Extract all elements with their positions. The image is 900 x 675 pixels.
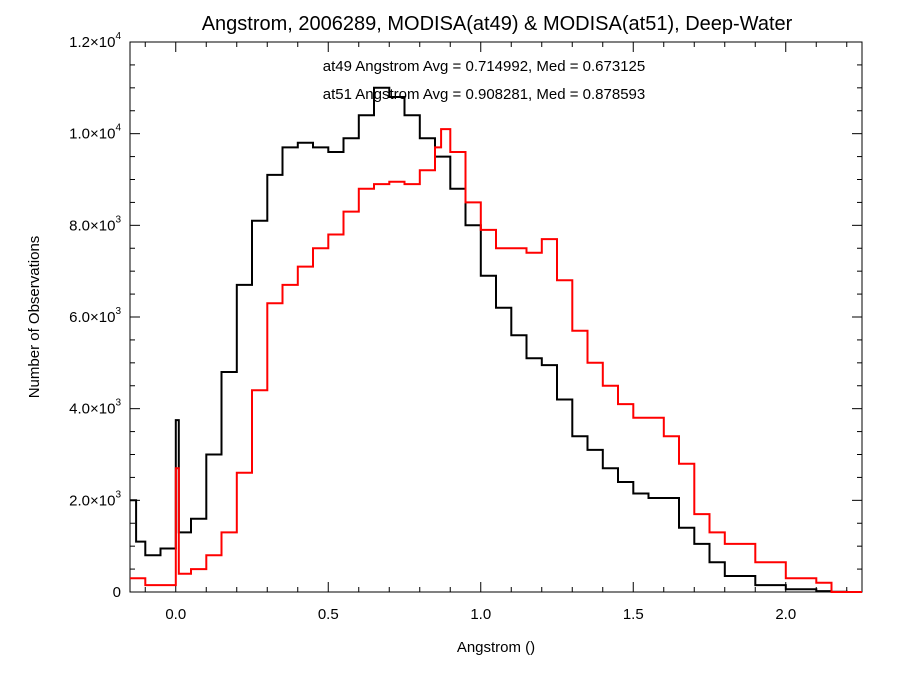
at49-histogram-line xyxy=(130,86,862,593)
y-tick-label: 1.0×104 xyxy=(69,123,121,143)
x-tick-label: 1.0 xyxy=(470,606,491,623)
y-tick-label: 8.0×103 xyxy=(69,214,121,234)
y-tick-label: 6.0×103 xyxy=(69,306,121,326)
x-axis-ticks: 0.0 0.5 1.0 1.5 2.0 xyxy=(144,42,848,623)
x-axis-title: Angstrom () xyxy=(457,639,535,656)
x-tick-label: 2.0 xyxy=(775,606,796,623)
series-layer xyxy=(130,86,862,593)
at51-stats-annotation: at51 Angstrom Avg = 0.908281, Med = 0.87… xyxy=(323,86,645,103)
x-tick-label: 0.5 xyxy=(318,606,339,623)
at49-stats-annotation: at49 Angstrom Avg = 0.714992, Med = 0.67… xyxy=(323,58,645,75)
plot-frame xyxy=(129,41,863,593)
y-axis-title: Number of Observations xyxy=(26,236,43,399)
y-tick-label: 2.0×103 xyxy=(69,489,121,509)
chart-title: Angstrom, 2006289, MODISA(at49) & MODISA… xyxy=(202,13,793,35)
at51-histogram-line xyxy=(130,128,862,593)
y-tick-label: 0 xyxy=(113,584,121,601)
x-tick-label: 0.0 xyxy=(165,606,186,623)
y-axis-ticks: 0 2.0×103 4.0×103 6.0×103 8.0×103 1.0×104 1.2×… xyxy=(69,31,862,601)
y-tick-label: 1.2×104 xyxy=(69,31,121,51)
x-tick-label: 1.5 xyxy=(623,606,644,623)
y-tick-label: 4.0×103 xyxy=(69,398,121,418)
